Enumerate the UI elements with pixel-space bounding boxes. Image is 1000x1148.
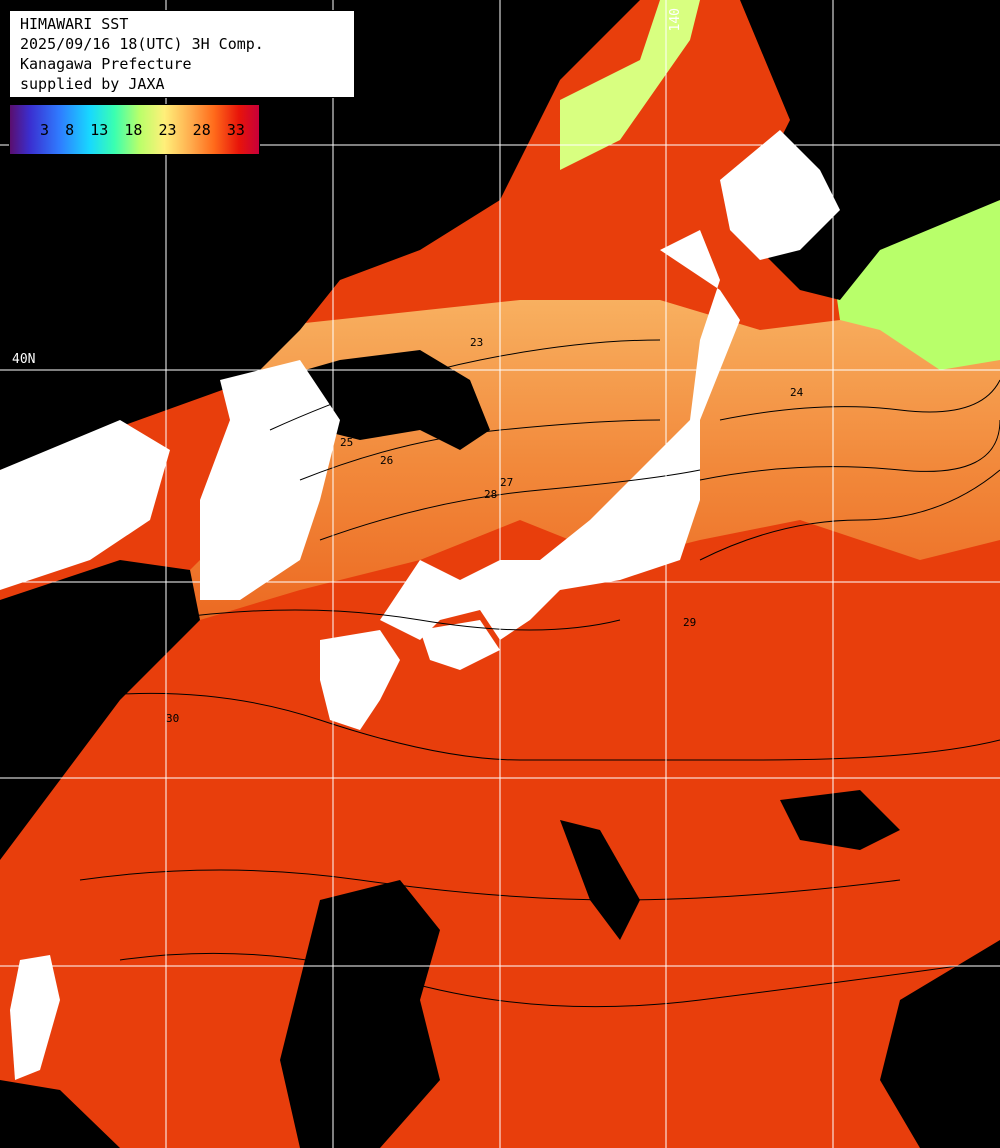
cloud-patch-mid [560, 820, 640, 940]
scale-label: 33 [226, 120, 245, 139]
land-taiwan [10, 955, 60, 1080]
sea-cold-north [560, 0, 700, 170]
contour-label: 25 [340, 436, 354, 449]
land-shikoku [420, 620, 500, 670]
land-honshu [380, 230, 740, 640]
cloud-patch-southeast [880, 940, 1000, 1148]
scale-label: 28 [192, 120, 211, 139]
contour-label: 26 [380, 454, 394, 467]
contour-label: 27 [500, 476, 514, 489]
lat-label-40n: 40N [12, 352, 36, 367]
land-korea [200, 360, 340, 600]
color-scale-labels: 3 8 13 18 23 28 33 [10, 105, 259, 154]
title-line4: supplied by JAXA [20, 75, 165, 93]
contour-label: 23 [470, 336, 484, 349]
scale-label: 23 [158, 120, 177, 139]
cloud-patch-east [780, 790, 900, 850]
land-kyushu [320, 630, 400, 730]
color-scale-bar: 3 8 13 18 23 28 33 [9, 104, 260, 155]
land-china-coast [0, 560, 200, 860]
scale-label: 13 [90, 120, 109, 139]
contour-label: 28 [484, 488, 498, 501]
title-line1: HIMAWARI SST [20, 15, 129, 33]
scale-label: 8 [65, 120, 75, 139]
cloud-patch-southwest [0, 1080, 120, 1148]
contour-label: 24 [790, 386, 804, 399]
title-line3: Kanagawa Prefecture [20, 55, 192, 73]
scale-label: 18 [124, 120, 143, 139]
lon-label-140: 140 [668, 8, 683, 32]
scale-label: 3 [40, 120, 50, 139]
contour-lines [59, 339, 1000, 1008]
title-line2: 2025/09/16 18(UTC) 3H Comp. [20, 35, 264, 53]
contour-label: 30 [166, 712, 180, 725]
cloud-yellow-sea [0, 420, 170, 590]
contour-label: 29 [683, 616, 697, 629]
cloud-patch-south [280, 880, 440, 1148]
land-hokkaido [720, 130, 840, 260]
title-box: HIMAWARI SST 2025/09/16 18(UTC) 3H Comp.… [9, 10, 355, 98]
